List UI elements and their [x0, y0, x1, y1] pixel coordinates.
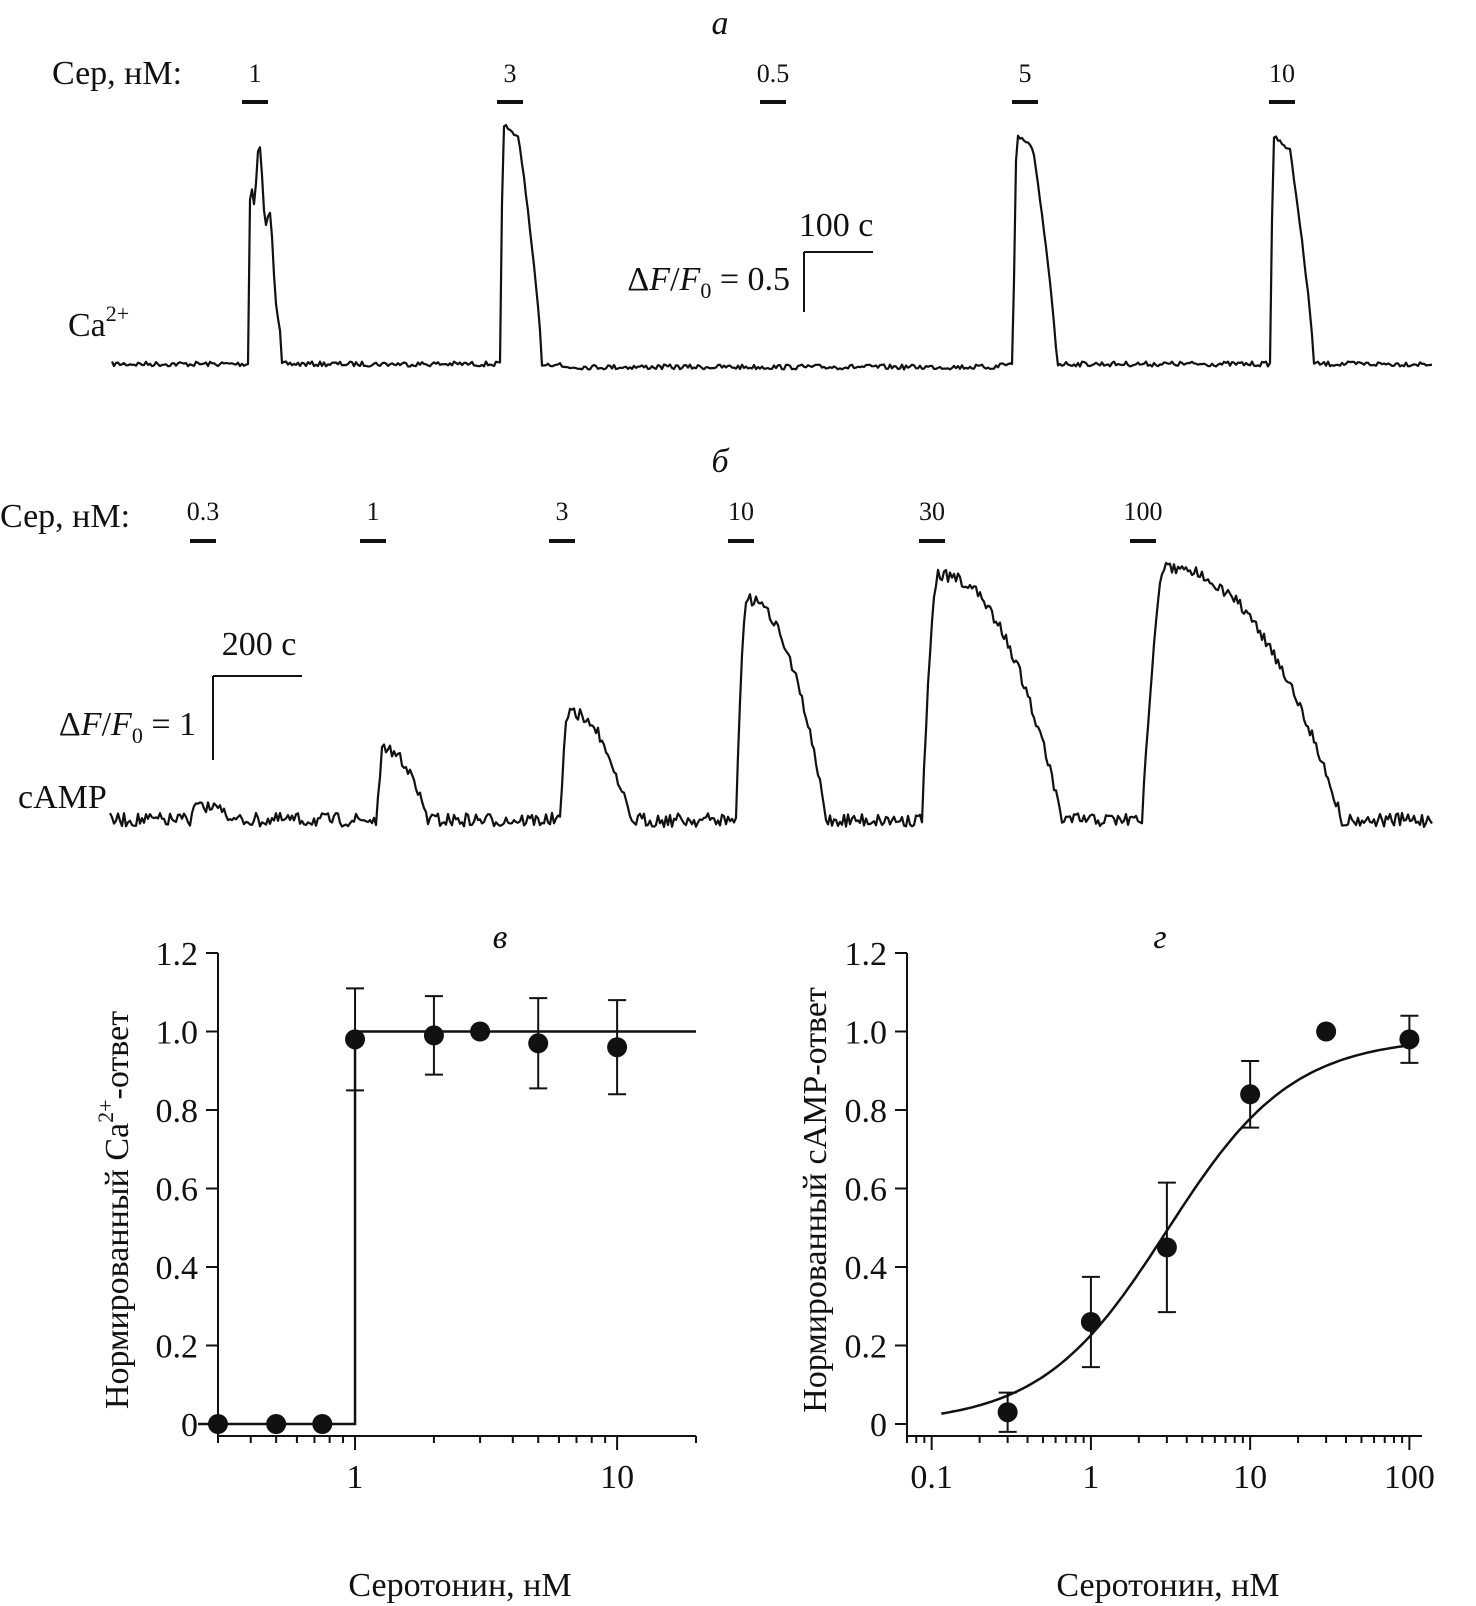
data-point: [345, 1029, 366, 1050]
x-tick-label: 10: [1233, 1459, 1267, 1496]
panel-g-letter: г: [1153, 919, 1166, 956]
data-point: [997, 1402, 1018, 1423]
data-point: [607, 1037, 628, 1058]
panel-g-x-axis-label: Серотонин, нМ: [1056, 1567, 1279, 1604]
y-tick-label: 0.4: [156, 1250, 199, 1287]
panel-a-stim-title: Сер, нМ:: [52, 55, 182, 92]
data-point: [266, 1414, 287, 1434]
x-tick-label: 1: [347, 1459, 364, 1496]
y-tick-label: 1.0: [845, 1015, 888, 1052]
panel-b-scale-bar: 200 с ΔF/F0 = 1: [59, 626, 302, 760]
y-tick-label: 0: [181, 1407, 198, 1444]
data-point: [1156, 1237, 1177, 1258]
panel-g-camp-dose-response-chart: г Нормированный cAMP-ответ Серотонин, нМ…: [797, 919, 1435, 1604]
panel-a-calcium-trace: [110, 123, 1433, 371]
panel-b-stimulus-markers: 0.3 1 3 10 30 100: [187, 497, 1163, 543]
panel-b-scale-lines: [212, 675, 302, 760]
panel-a-scale-lines: [803, 251, 873, 312]
data-point: [208, 1414, 228, 1434]
stimulus-label-100: 100: [1124, 497, 1163, 526]
fit-curve: [941, 1044, 1406, 1415]
panel-b-stim-title: Сер, нМ:: [0, 498, 130, 535]
panel-v-x-axis-label: Серотонин, нМ: [348, 1567, 571, 1604]
data-point: [1240, 1084, 1261, 1105]
stimulus-label-1: 1: [367, 497, 380, 526]
data-point: [312, 1414, 333, 1434]
stimulus-label-30: 30: [919, 497, 945, 526]
panel-b-scale-amp: ΔF/F0 = 1: [59, 706, 196, 748]
fit-curve: [198, 1030, 696, 1426]
panel-a-stimulus-markers: 1 3 0.5 5 10: [242, 59, 1295, 104]
data-point: [1080, 1311, 1101, 1332]
panel-a-scale-bar: 100 с ΔF/F0 = 0.5: [627, 207, 873, 312]
x-tick-label: 10: [600, 1459, 634, 1496]
y-tick-label: 0.8: [845, 1093, 888, 1130]
panel-b: б Сер, нМ: 0.3 1 3 10 30 100 cAMP 200 с ΔF/F0…: [0, 443, 1433, 828]
data-point: [1316, 1021, 1337, 1042]
y-tick-label: 0.4: [845, 1250, 888, 1287]
y-tick-label: 0: [870, 1407, 887, 1444]
x-tick-label: 1: [1082, 1459, 1099, 1496]
y-tick-label: 0.8: [156, 1093, 199, 1130]
stimulus-label-3: 3: [556, 497, 569, 526]
panel-v-letter: в: [493, 919, 508, 956]
panel-g-marks: [941, 1014, 1420, 1433]
stimulus-label-5: 5: [1019, 59, 1032, 88]
panel-b-letter: б: [711, 443, 730, 480]
data-point: [470, 1021, 491, 1042]
panel-v-axes: 0 0.2 0.4 0.6 0.8 1.0 1.2 1 10: [156, 936, 697, 1496]
stimulus-label-3: 3: [504, 59, 517, 88]
panel-a-trace-label: Ca2+: [68, 301, 129, 344]
stimulus-label-10: 10: [1269, 59, 1295, 88]
panel-a: а Сер, нМ: 1 3 0.5 5 10 Ca2+ 100 с ΔF/F0 = 0…: [52, 5, 1433, 371]
stimulus-label-10: 10: [728, 497, 754, 526]
stimulus-label-0.3: 0.3: [187, 497, 220, 526]
panel-v-y-axis-label: Нормированный Ca2+-ответ: [93, 1011, 136, 1409]
panel-g-axes: 0 0.2 0.4 0.6 0.8 1.0 1.2 0.1 1 10 100: [845, 936, 1435, 1496]
stimulus-label-0.5: 0.5: [757, 59, 790, 88]
data-point: [528, 1033, 549, 1054]
panel-a-scale-time: 100 с: [799, 207, 874, 244]
data-point: [1399, 1029, 1420, 1050]
stimulus-label-1: 1: [249, 59, 262, 88]
panel-b-scale-time: 200 с: [222, 626, 297, 663]
y-tick-label: 0.2: [156, 1329, 199, 1366]
panel-g-y-axis-label: Нормированный cAMP-ответ: [797, 987, 834, 1413]
x-tick-label: 100: [1384, 1459, 1435, 1496]
data-point: [423, 1025, 444, 1046]
panel-a-scale-amp: ΔF/F0 = 0.5: [627, 261, 790, 303]
panel-v-ca-dose-response-chart: в Нормированный Ca2+-ответ Серотонин, нМ…: [93, 919, 697, 1604]
panel-b-camp-trace: [109, 561, 1433, 828]
y-tick-label: 1.0: [156, 1015, 199, 1052]
panel-v-marks: [198, 987, 696, 1434]
panel-b-trace-label: cAMP: [18, 779, 107, 816]
panel-a-letter: а: [712, 5, 729, 42]
y-tick-label: 1.2: [156, 936, 199, 973]
y-tick-label: 0.2: [845, 1329, 888, 1366]
y-tick-label: 0.6: [156, 1172, 199, 1209]
y-tick-label: 0.6: [845, 1172, 888, 1209]
y-tick-label: 1.2: [845, 936, 888, 973]
x-tick-label: 0.1: [910, 1459, 953, 1496]
